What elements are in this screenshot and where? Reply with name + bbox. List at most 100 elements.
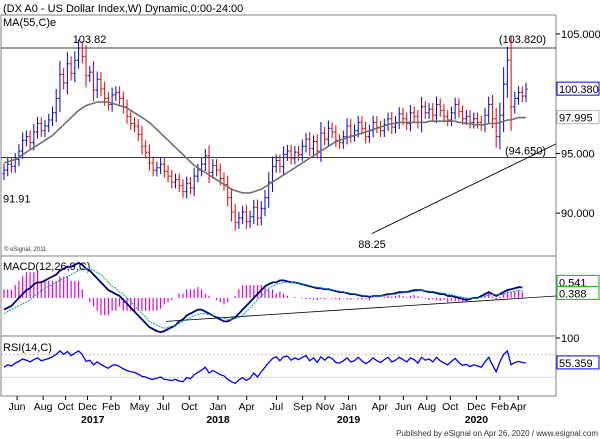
- price-y-tick-label: 95.000: [561, 148, 595, 160]
- price-bar: [293, 146, 297, 165]
- footer-credit: Published by eSignal on Apr 26, 2020 / w…: [396, 429, 598, 438]
- price-annotation-3: (103.820): [499, 34, 546, 46]
- price-bar: [110, 87, 114, 112]
- date-tick-label: Nov: [316, 401, 335, 413]
- price-bar: [39, 117, 43, 137]
- price-bar: [468, 110, 472, 129]
- rsi-series: [3, 349, 527, 385]
- date-tick-label: Jul: [270, 401, 283, 413]
- price-bar: [449, 106, 454, 127]
- price-horizontal-lines: [1, 47, 556, 159]
- date-tick-label: Apr: [239, 401, 256, 413]
- price-bar: [423, 100, 427, 120]
- price-bar: [408, 104, 413, 132]
- value-tag-label: 0.388: [559, 288, 587, 300]
- price-bar: [84, 45, 88, 88]
- price-bar: [505, 46, 509, 98]
- value-tag-box: [556, 285, 600, 300]
- price-bar: [516, 86, 521, 105]
- price-bar: [427, 102, 431, 120]
- price-bar: [47, 113, 51, 133]
- price-bar: [69, 56, 73, 81]
- date-tick-label: Jun: [9, 401, 26, 413]
- price-bar: [405, 112, 409, 130]
- year-label: 2020: [465, 414, 489, 426]
- date-tick-label: Sep: [293, 401, 312, 413]
- value-tag-box: [556, 355, 600, 370]
- price-y-axis: 105.000 95.000 90.000: [556, 29, 600, 220]
- price-bar: [62, 67, 66, 90]
- date-tick-label: Oct: [57, 401, 73, 413]
- ma-55-line: [3, 101, 526, 194]
- macd-series-line-1: [3, 268, 523, 329]
- date-tick-label: Apr: [510, 401, 527, 413]
- value-tag-macd-1: 0.388: [556, 285, 600, 300]
- price-bar: [360, 116, 364, 135]
- price-bar: [494, 107, 498, 148]
- price-bar: [263, 189, 267, 217]
- price-bar: [43, 119, 47, 137]
- price-bar: [162, 157, 166, 178]
- price-bar: [24, 130, 28, 147]
- price-bar: [185, 176, 189, 199]
- date-tick-label: Dec: [467, 401, 486, 413]
- macd-histogram: [3, 272, 523, 316]
- price-bar: [99, 72, 103, 97]
- value-tag-label: 55.359: [559, 358, 593, 370]
- price-bar: [453, 97, 457, 120]
- macd-trendline-line: [165, 295, 557, 322]
- price-bar: [308, 131, 312, 156]
- price-bar: [274, 154, 278, 173]
- price-bar: [446, 110, 450, 127]
- date-tick-label: Jul: [156, 401, 169, 413]
- price-bar: [237, 211, 241, 229]
- rsi-y-axis: 100: [556, 333, 579, 345]
- price-bar: [311, 135, 316, 155]
- date-axis: Jun Aug Oct Dec Feb May Jul Oct Jan Apr Jul Sep Nov J…: [9, 396, 527, 426]
- price-bars: [2, 36, 528, 231]
- price-bar: [472, 112, 476, 129]
- support-trendline: [371, 143, 557, 234]
- price-bar: [464, 110, 468, 125]
- price-bar: [188, 177, 193, 195]
- price-bar: [181, 179, 185, 198]
- date-tick-label: Aug: [417, 401, 436, 413]
- date-tick-label: Aug: [34, 401, 53, 413]
- price-bar: [248, 210, 252, 228]
- price-bar: [490, 94, 495, 129]
- price-bar: [255, 199, 260, 226]
- price-bar: [513, 91, 517, 114]
- price-bar: [54, 89, 58, 123]
- year-label: 2018: [206, 414, 230, 426]
- price-bar: [267, 172, 271, 208]
- rsi-pane-title: RSI(14,C): [3, 342, 52, 354]
- value-tag-box: [556, 81, 600, 96]
- esignal-watermark: © eSignal, 2011: [4, 246, 47, 253]
- price-bar: [475, 112, 480, 129]
- value-tag-0: 100.380: [556, 81, 600, 96]
- price-bar: [159, 157, 163, 174]
- price-annotation-1: 91.91: [3, 193, 31, 205]
- price-bar: [166, 165, 170, 183]
- date-tick-label: Jan: [340, 401, 357, 413]
- date-tick-label: Oct: [181, 401, 197, 413]
- price-bar: [132, 117, 137, 133]
- price-bar: [170, 169, 174, 189]
- price-bar: [136, 119, 140, 142]
- price-annotations: 103.82 91.91 88.25 (103.820) (94.650): [3, 34, 546, 251]
- price-y-tick-label: 90.000: [561, 208, 595, 220]
- price-bar: [76, 39, 81, 69]
- price-annotation-4: (94.650): [505, 146, 546, 158]
- value-tag-box: [556, 110, 600, 125]
- macd-trendline: [165, 295, 557, 322]
- date-tick-label: Dec: [78, 401, 97, 413]
- price-bar: [177, 173, 181, 192]
- price-bar: [457, 98, 461, 118]
- price-bar: [289, 144, 293, 165]
- value-tag-rsi-0: 55.359: [556, 355, 600, 370]
- price-bar: [412, 106, 416, 123]
- date-tick-label: Apr: [372, 401, 389, 413]
- price-bar: [58, 60, 62, 113]
- price-bar: [300, 139, 304, 162]
- price-bar: [35, 116, 40, 139]
